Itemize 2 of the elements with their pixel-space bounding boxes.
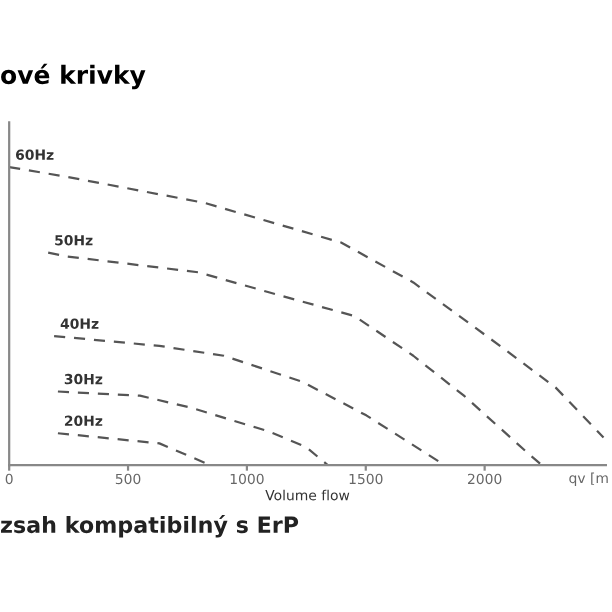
- text: zsah kompatibilný s ErP: [1, 515, 299, 538]
- chart-title: ové krivky: [1, 63, 146, 90]
